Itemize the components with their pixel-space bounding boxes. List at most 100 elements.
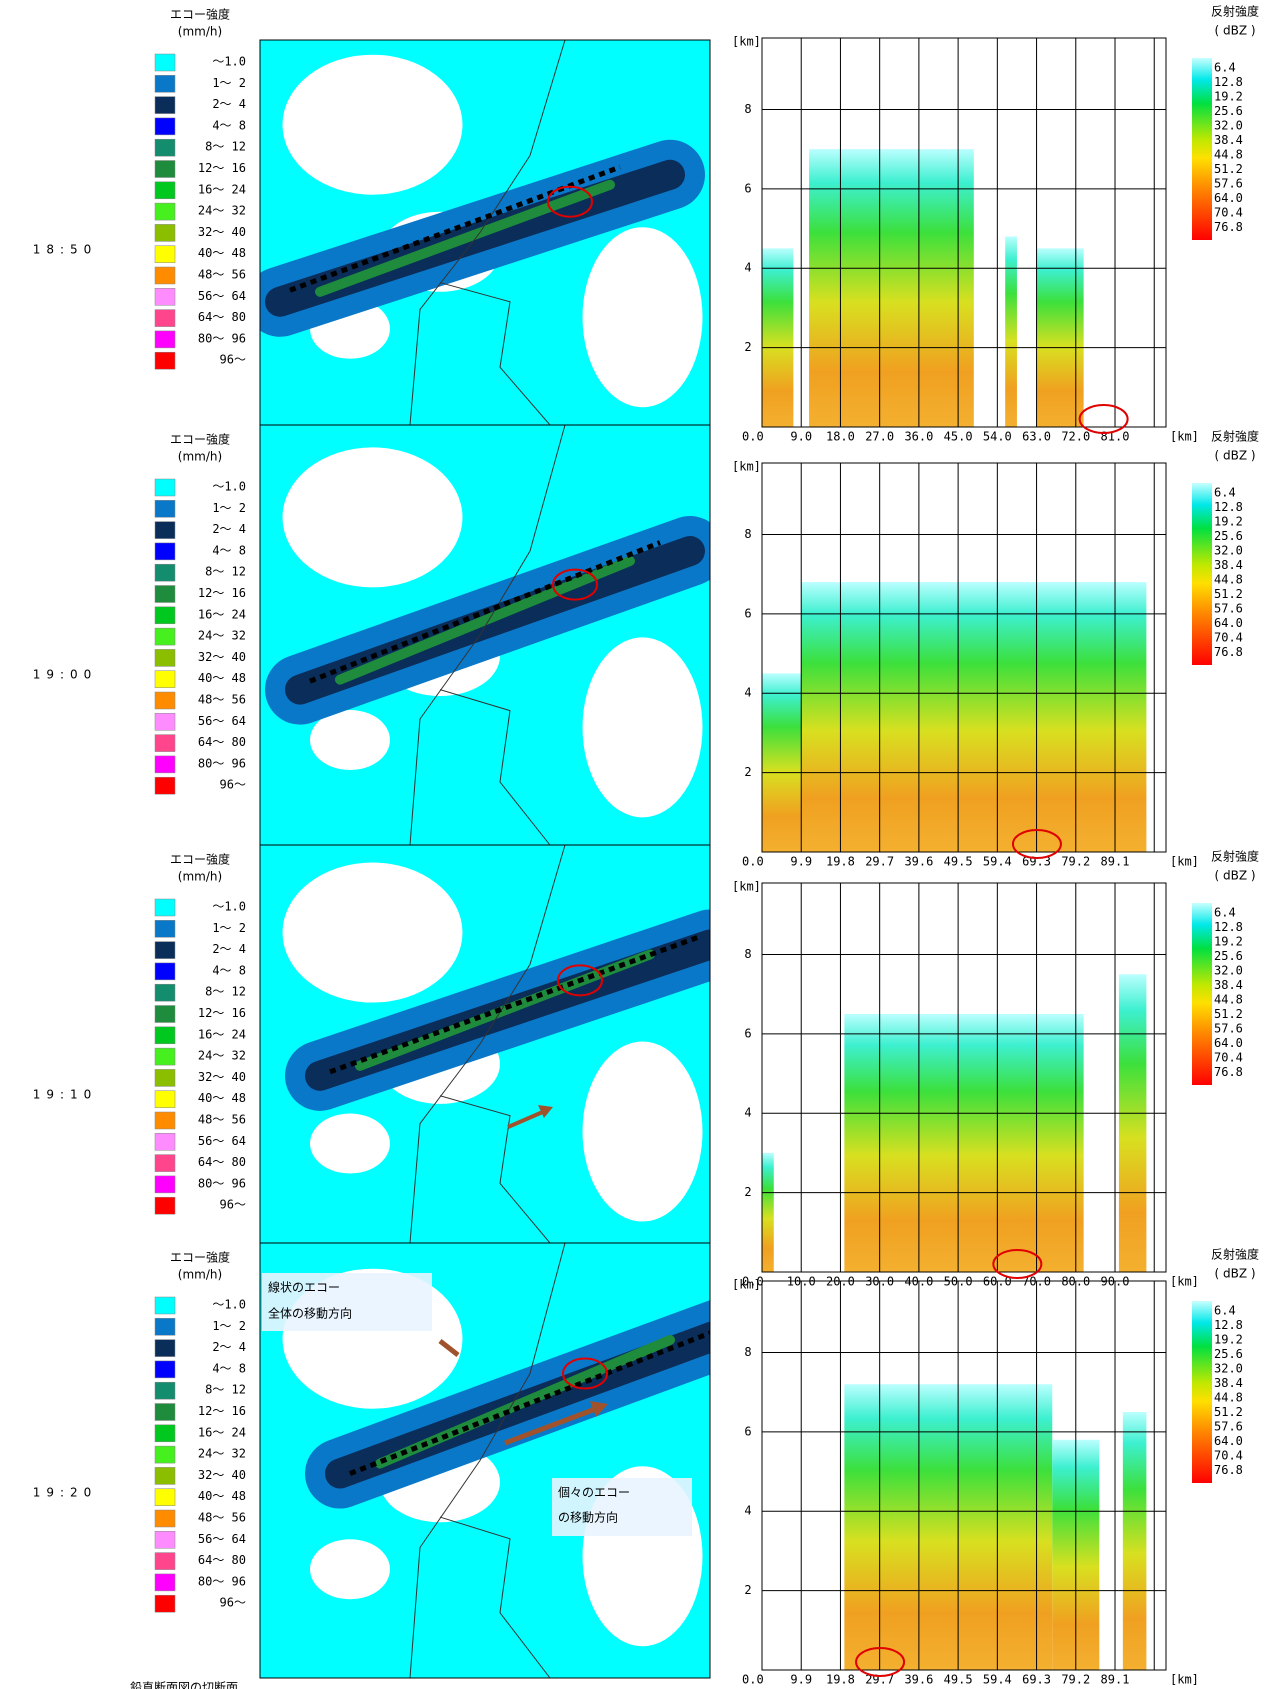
legend-label: 56～ 64	[198, 1134, 246, 1148]
y-tick-label: 8	[744, 947, 751, 961]
legend-label: 80～ 96	[198, 1176, 246, 1190]
legend-unit: (mm/h)	[178, 450, 222, 464]
colorbar-title: 反射強度	[1211, 4, 1259, 19]
annotation-text: 個々のエコー	[558, 1486, 630, 1500]
colorbar-label: 51.2	[1214, 162, 1243, 176]
legend-label: 12～ 16	[198, 1006, 246, 1020]
legend-swatch	[154, 941, 176, 959]
colorbar-label: 70.4	[1214, 206, 1243, 220]
legend-swatch	[154, 500, 176, 518]
legend-label: 16～ 24	[198, 182, 246, 196]
reflectivity-area	[801, 582, 1147, 852]
legend-title: エコー強度	[170, 7, 230, 22]
legend-label: 64～ 80	[198, 1155, 246, 1169]
legend-title: エコー強度	[170, 1250, 230, 1265]
x-tick-label: 59.4	[983, 855, 1012, 869]
legend-label: ～1.0	[212, 55, 246, 69]
coastline	[439, 1095, 551, 1243]
legend-swatch	[154, 776, 176, 795]
legend-unit: (mm/h)	[178, 25, 222, 39]
colorbar-label: 6.4	[1214, 906, 1236, 920]
clear-area	[310, 710, 390, 770]
legend-swatch	[154, 117, 176, 136]
legend-swatch	[154, 920, 176, 938]
coastline	[409, 40, 566, 425]
clear-area	[310, 1539, 390, 1600]
legend-label: ～1.0	[212, 1298, 246, 1312]
y-tick-label: 4	[744, 1504, 751, 1518]
y-unit: [km]	[732, 460, 761, 474]
x-tick-label: 0.0	[742, 1673, 764, 1687]
colorbar-label: 76.8	[1214, 1065, 1243, 1079]
annotation-box	[262, 1273, 432, 1331]
legend-swatch	[154, 181, 176, 200]
legend-label: 4～ 8	[212, 118, 246, 132]
marker-ellipse	[547, 185, 593, 218]
x-tick-label: 49.5	[944, 1673, 973, 1687]
time-label: 19:20	[33, 1486, 98, 1500]
y-tick-label: 6	[744, 181, 751, 195]
colorbar-label: 38.4	[1214, 978, 1243, 992]
x-tick-label: 49.5	[944, 855, 973, 869]
section-line	[349, 1330, 710, 1476]
colorbar-label: 44.8	[1214, 573, 1243, 587]
legend-swatch	[154, 585, 176, 603]
colorbar	[1192, 1301, 1212, 1483]
legend-swatch	[154, 351, 176, 370]
colorbar	[1192, 58, 1212, 240]
radar-map	[259, 844, 711, 1244]
marker-ellipse	[562, 1357, 608, 1390]
legend-swatch	[154, 1360, 176, 1379]
legend-swatch	[154, 1594, 176, 1613]
x-tick-label: 59.4	[983, 1673, 1012, 1687]
colorbar-label: 76.8	[1214, 1463, 1243, 1477]
y-unit: [km]	[732, 35, 761, 49]
section-line	[289, 164, 621, 293]
legend-label: 32～ 40	[198, 650, 246, 664]
legend-label: 64～ 80	[198, 735, 246, 749]
colorbar-label: 32.0	[1214, 544, 1243, 558]
legend-label: 4～ 8	[212, 543, 246, 557]
legend-label: 4～ 8	[212, 1361, 246, 1375]
legend-swatch	[154, 713, 176, 731]
map-frame	[259, 1242, 711, 1679]
legend-swatch	[154, 627, 176, 646]
time-label: 19:00	[33, 668, 98, 682]
reflectivity-area	[844, 1384, 1053, 1670]
echo-band	[315, 179, 615, 297]
legend-swatch	[154, 245, 176, 263]
legend-swatch	[154, 563, 176, 582]
x-tick-label: 79.2	[1061, 1673, 1090, 1687]
legend-label: ～1.0	[212, 480, 246, 494]
legend-label: 96～	[220, 353, 246, 367]
legend-label: 80～ 96	[198, 331, 246, 345]
coastline	[439, 1516, 551, 1678]
x-tick-label: 39.6	[904, 1673, 933, 1687]
time-label: 19:10	[33, 1088, 98, 1102]
clear-area	[582, 637, 703, 818]
y-tick-label: 2	[744, 340, 751, 354]
x-tick-label: 63.0	[1022, 430, 1051, 444]
legend-swatch	[154, 1467, 176, 1485]
legend-swatch	[154, 1005, 176, 1023]
colorbar-label: 12.8	[1214, 920, 1243, 934]
legend-label: 1～ 2	[212, 76, 246, 90]
arrow-head	[538, 1105, 553, 1118]
legend-label: 12～ 16	[198, 161, 246, 175]
legend-label: 16～ 24	[198, 607, 246, 621]
x-tick-label: 0.0	[742, 430, 764, 444]
legend-swatch	[154, 202, 176, 221]
legend-label: 2～ 4	[212, 97, 246, 111]
arrow-head	[590, 1401, 608, 1417]
arrow	[504, 1405, 599, 1446]
legend-swatch	[154, 1381, 176, 1400]
legend-label: 1～ 2	[212, 1319, 246, 1333]
legend-label: 24～ 32	[198, 1049, 246, 1063]
colorbar-unit: ( dBZ )	[1214, 869, 1255, 883]
legend-label: 40～ 48	[198, 1489, 246, 1503]
legend-label: 80～ 96	[198, 756, 246, 770]
legend-swatch	[154, 1154, 176, 1172]
echo-band	[335, 556, 635, 685]
colorbar-label: 44.8	[1214, 993, 1243, 1007]
